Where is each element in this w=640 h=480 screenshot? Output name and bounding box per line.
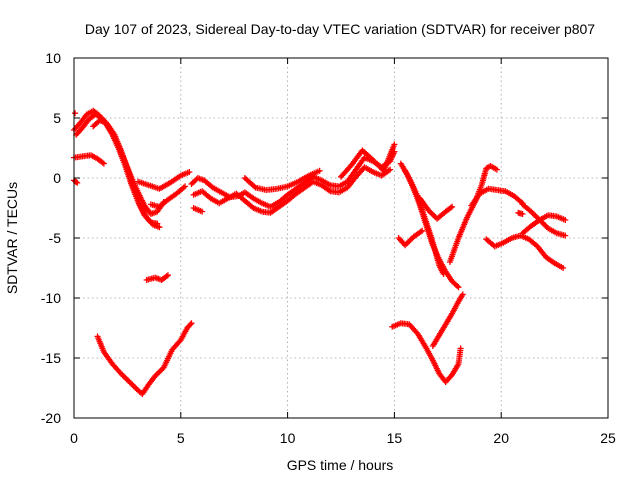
data-point [132,384,139,391]
data-point [164,272,171,279]
data-point [530,211,537,218]
data-point [404,239,411,246]
data-points [71,107,569,397]
data-point [374,161,381,168]
data-point [187,321,194,328]
data-point [387,166,394,173]
data-point [449,203,456,210]
data-point [378,165,385,172]
data-point [391,141,398,148]
data-point [125,377,132,384]
data-point [428,210,435,217]
y-tick-label: -10 [41,290,61,306]
data-point [454,283,461,289]
data-point [540,221,547,228]
x-axis-label: GPS time / hours [287,457,394,473]
data-point [562,217,569,223]
data-point [156,224,163,231]
axis-ticks [73,57,609,419]
y-axis-label: SDTVAR / TECUs [4,182,20,294]
data-point [186,169,193,175]
x-tick-label: 25 [600,430,616,446]
data-point [155,370,162,377]
data-point [156,368,163,375]
data-point [126,379,133,385]
data-point [122,374,129,381]
x-tick-label: 15 [387,430,403,446]
data-point [316,167,323,174]
y-tick-label: 5 [53,110,61,126]
x-tick-label: 10 [280,430,296,446]
data-point [199,208,206,215]
data-point [429,211,436,218]
x-tick-label: 0 [70,430,78,446]
data-point [447,204,454,211]
data-point [100,160,107,167]
y-tick-label: 10 [45,50,61,66]
data-point [562,232,569,239]
y-tick-label: -15 [41,350,61,366]
x-tick-label: 5 [177,430,185,446]
data-point [371,158,378,165]
y-tick-label: -20 [41,410,61,426]
data-point [182,183,189,190]
data-point [532,212,539,219]
data-point [163,273,170,280]
data-point [406,238,413,244]
data-point [123,376,130,383]
y-tick-label: 0 [53,170,61,186]
data-point [455,284,462,291]
data-point [130,383,137,390]
data-point [188,320,195,327]
data-point [560,265,567,271]
y-tick-labels: -20 -15 -10 -5 0 5 10 [41,50,61,426]
data-point [457,345,464,352]
data-point [440,271,447,277]
data-point [459,291,466,298]
data-point [251,183,258,190]
data-point [120,373,127,380]
data-point [72,110,79,117]
x-tick-label: 20 [493,430,509,446]
data-point [157,367,164,374]
chart-title: Day 107 of 2023, Sidereal Day-to-day VTE… [85,21,595,37]
data-point [127,380,134,387]
data-point [99,159,106,166]
x-tick-labels: 0 5 10 15 20 25 [70,430,616,446]
data-point [407,236,414,243]
y-tick-label: -5 [49,230,62,246]
data-point [74,179,81,186]
data-point [419,227,426,234]
data-point [542,222,549,229]
data-point [493,166,500,173]
data-point [519,211,526,217]
data-point [129,381,136,388]
